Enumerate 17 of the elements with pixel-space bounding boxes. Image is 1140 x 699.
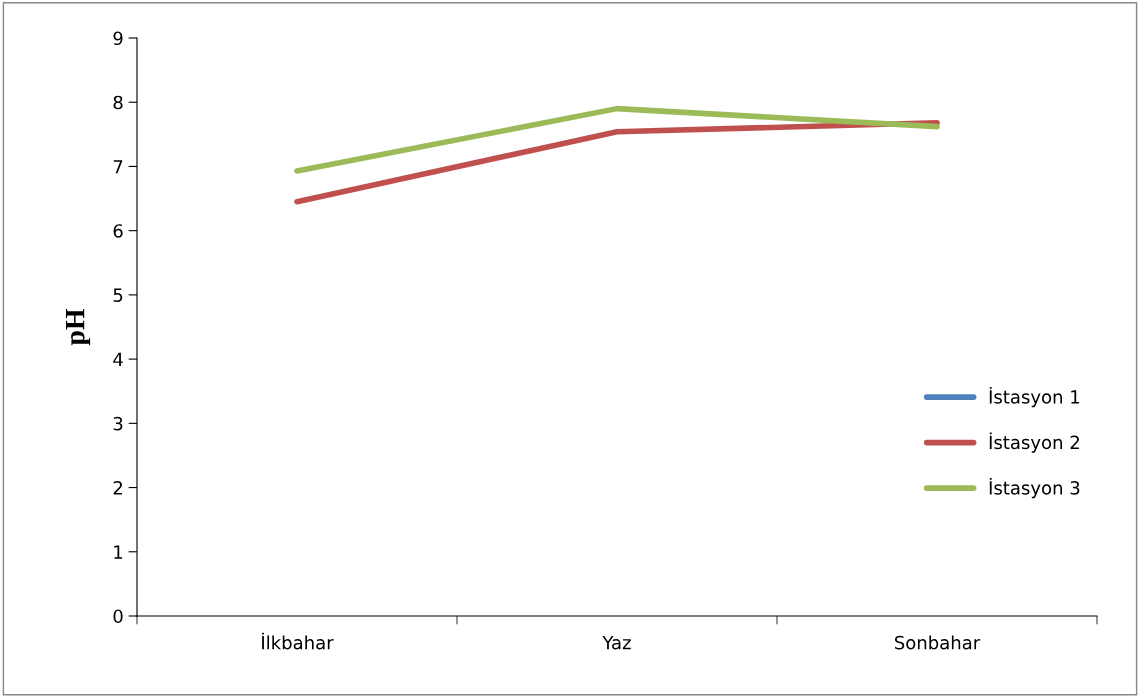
- y-tick-label: 6: [113, 224, 123, 238]
- legend-label: İstasyon 2: [989, 432, 1079, 453]
- x-tick-label: İlkbahar: [262, 632, 334, 650]
- x-tick-label: Sonbahar: [894, 635, 981, 650]
- y-tick-label: 0: [113, 609, 123, 624]
- y-tick-label: 5: [113, 288, 123, 303]
- x-tick-label: Yaz: [602, 636, 631, 650]
- y-tick-label: 8: [113, 95, 123, 110]
- y-tick-label: 3: [113, 416, 123, 431]
- y-tick-label: 7: [113, 160, 123, 174]
- legend-label: İstasyon 1: [989, 386, 1080, 408]
- y-tick-label: 1: [114, 545, 123, 559]
- y-tick-label: 4: [113, 352, 123, 366]
- y-tick-label: 2: [113, 481, 122, 495]
- y-tick-label: 9: [113, 31, 123, 46]
- y-axis-title: pH: [65, 308, 91, 346]
- legend-label: İstasyon 3: [989, 477, 1080, 499]
